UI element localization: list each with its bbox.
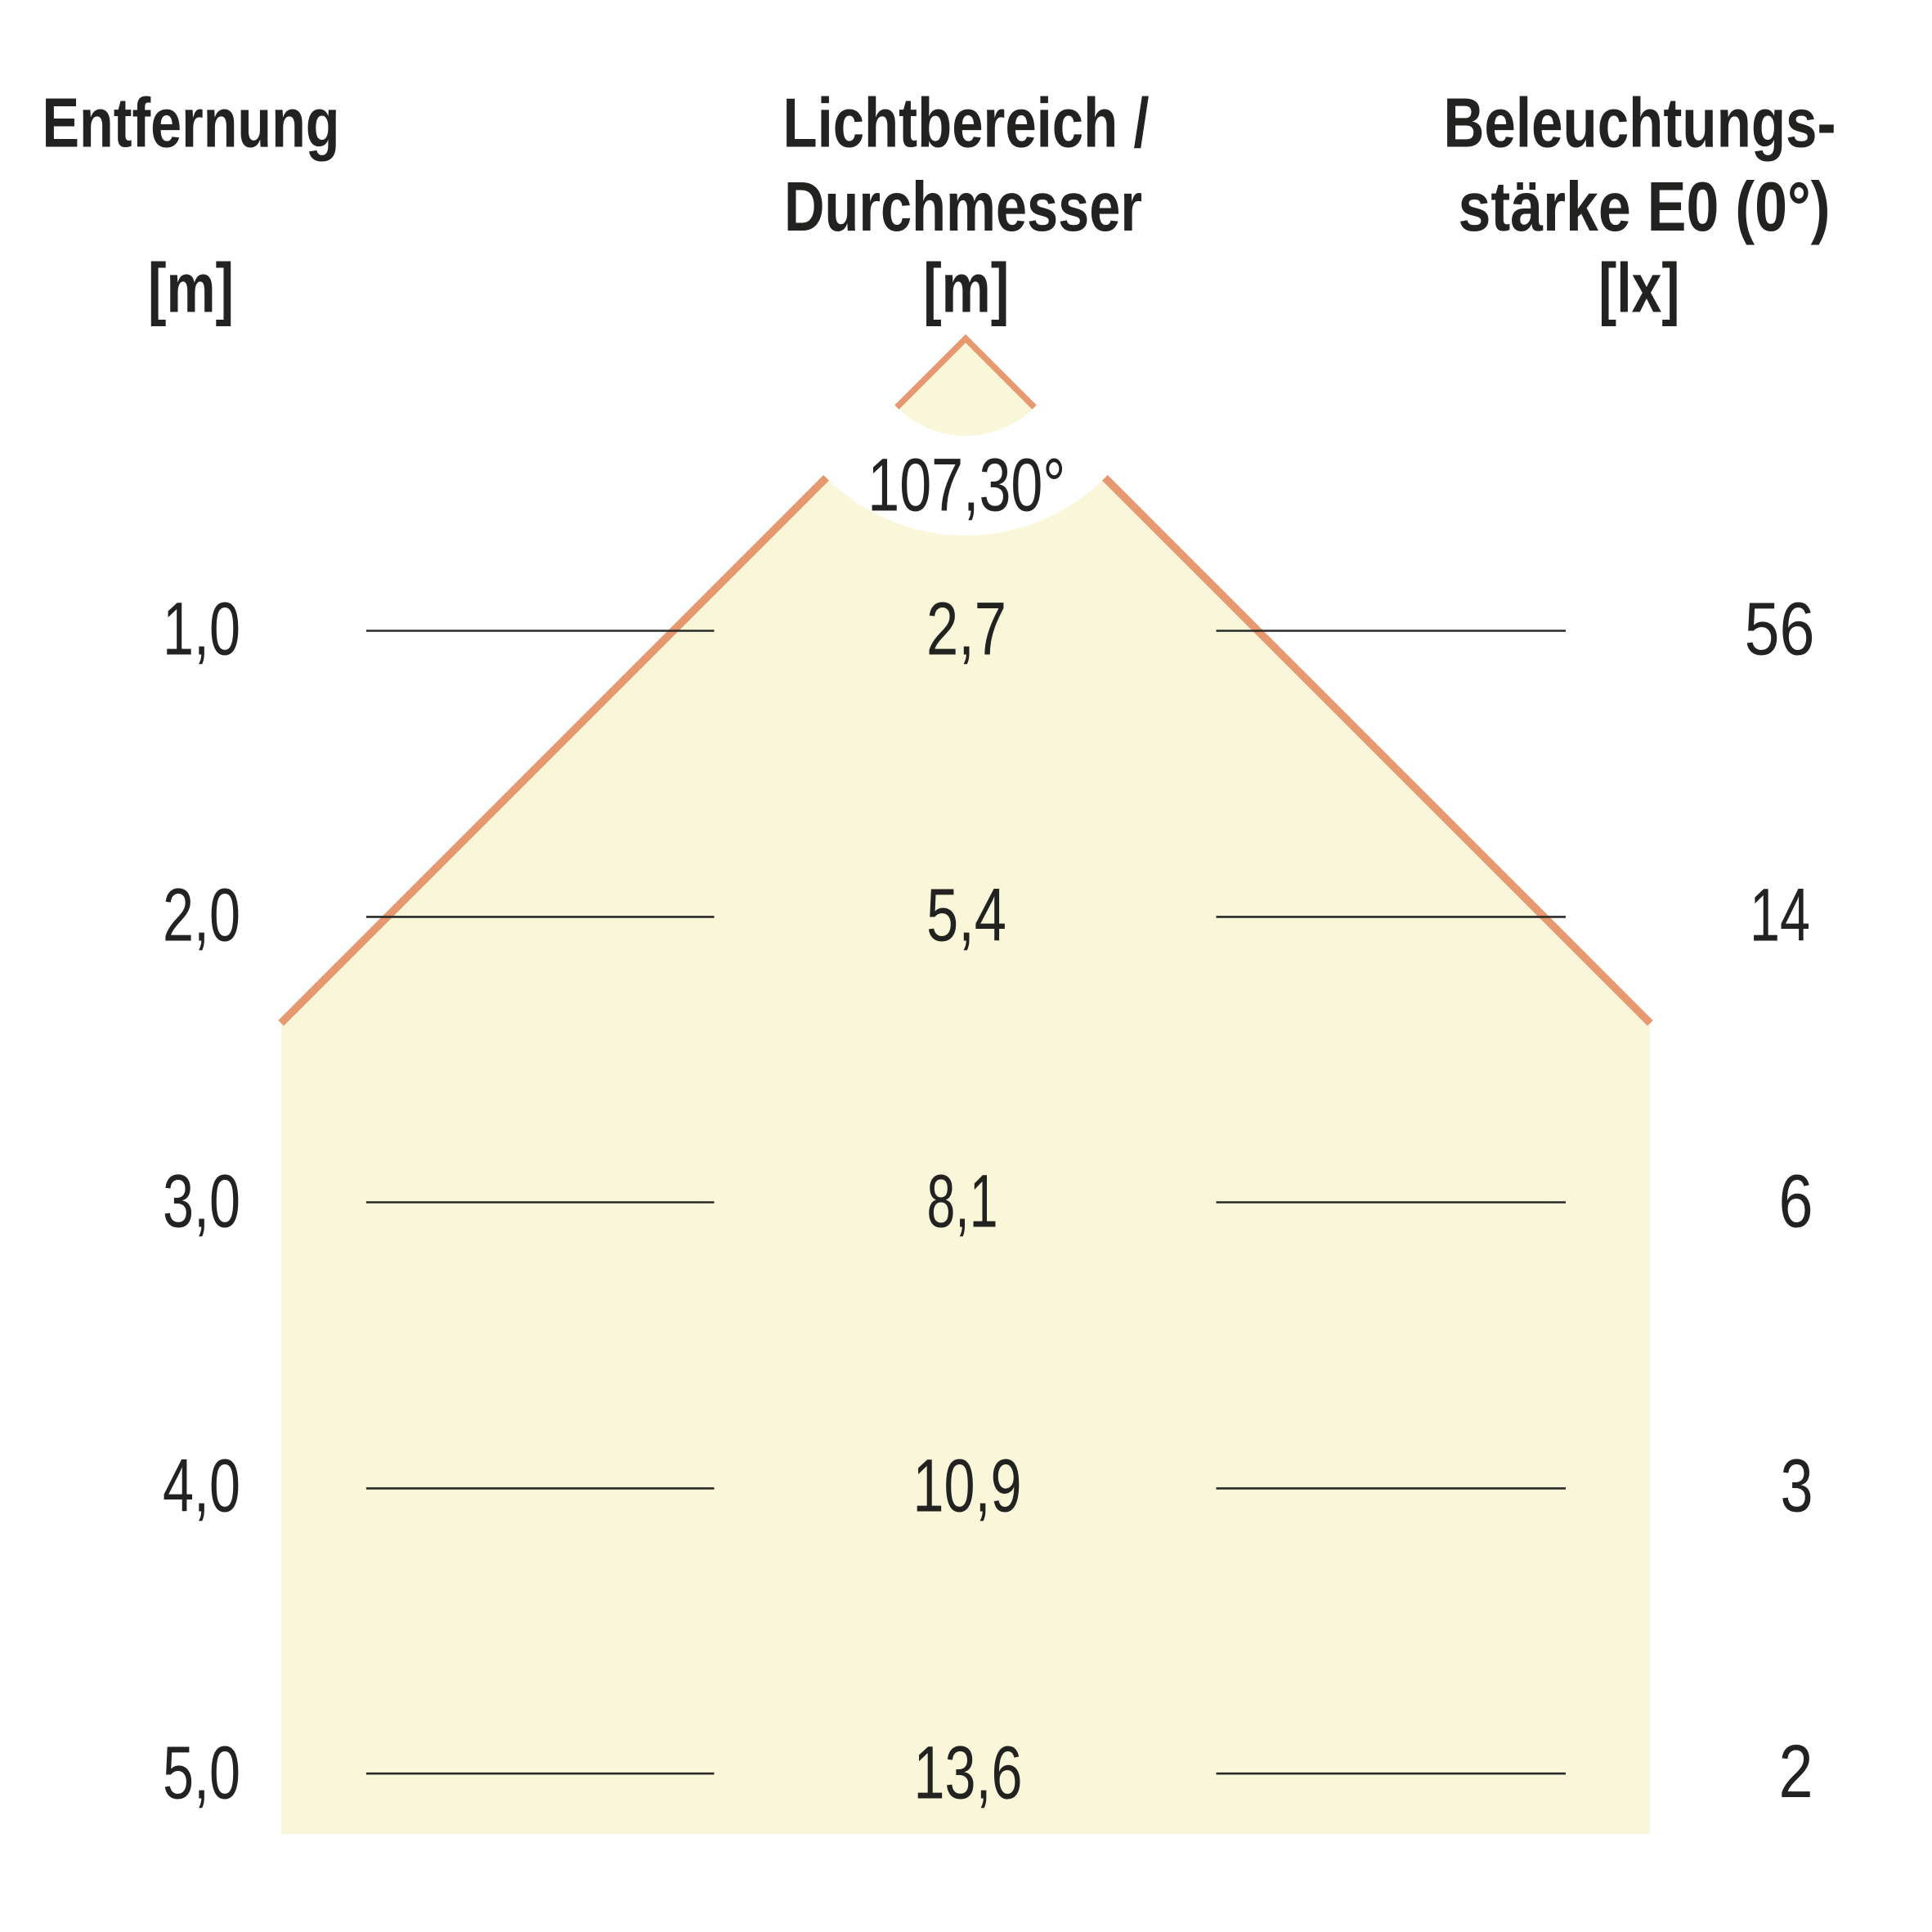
svg-text:13,6: 13,6 <box>914 1732 1023 1815</box>
svg-text:3,0: 3,0 <box>163 1159 240 1243</box>
svg-text:5,0: 5,0 <box>163 1732 240 1815</box>
svg-text:[m]: [m] <box>148 250 234 328</box>
svg-text:[m]: [m] <box>923 250 1009 328</box>
svg-text:3: 3 <box>1781 1445 1813 1528</box>
svg-text:Lichtbereich /: Lichtbereich / <box>783 85 1150 163</box>
svg-text:14: 14 <box>1750 873 1810 957</box>
svg-text:2: 2 <box>1779 1730 1813 1813</box>
svg-text:6: 6 <box>1779 1159 1813 1243</box>
svg-text:2,7: 2,7 <box>926 587 1006 670</box>
svg-text:107,30°: 107,30° <box>867 443 1065 527</box>
svg-text:8,1: 8,1 <box>927 1159 998 1243</box>
svg-text:10,9: 10,9 <box>913 1445 1022 1528</box>
svg-text:2,0: 2,0 <box>163 873 240 957</box>
svg-text:Entfernung: Entfernung <box>43 85 340 163</box>
svg-text:Durchmesser: Durchmesser <box>784 168 1142 246</box>
svg-text:[lx]: [lx] <box>1598 250 1679 328</box>
svg-text:Beleuchtungs-: Beleuchtungs- <box>1444 85 1836 163</box>
svg-text:1,0: 1,0 <box>163 587 240 670</box>
svg-text:5,4: 5,4 <box>926 873 1006 957</box>
svg-text:stärke E0 (0°): stärke E0 (0°) <box>1459 168 1831 246</box>
svg-text:56: 56 <box>1745 587 1815 670</box>
svg-text:4,0: 4,0 <box>163 1445 240 1528</box>
